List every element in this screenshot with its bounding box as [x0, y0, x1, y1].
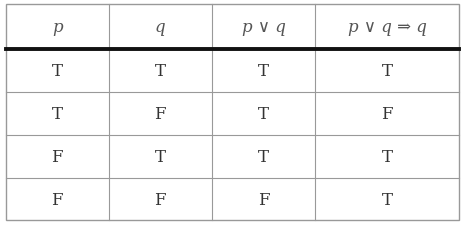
Text: F: F	[258, 191, 269, 208]
Text: F: F	[51, 191, 63, 208]
Text: p ∨ q ⇒ q: p ∨ q ⇒ q	[348, 19, 427, 36]
Text: F: F	[381, 105, 393, 122]
Text: T: T	[155, 148, 166, 165]
Text: T: T	[382, 148, 393, 165]
Text: F: F	[154, 191, 166, 208]
Text: T: T	[258, 148, 269, 165]
Text: T: T	[155, 63, 166, 80]
Text: F: F	[51, 148, 63, 165]
Text: T: T	[52, 63, 63, 80]
Text: p: p	[52, 19, 62, 36]
Text: T: T	[382, 191, 393, 208]
Text: F: F	[154, 105, 166, 122]
Text: T: T	[52, 105, 63, 122]
Text: T: T	[258, 63, 269, 80]
Text: T: T	[258, 105, 269, 122]
Text: p ∨ q: p ∨ q	[241, 19, 286, 36]
Text: q: q	[155, 19, 166, 36]
Text: T: T	[382, 63, 393, 80]
